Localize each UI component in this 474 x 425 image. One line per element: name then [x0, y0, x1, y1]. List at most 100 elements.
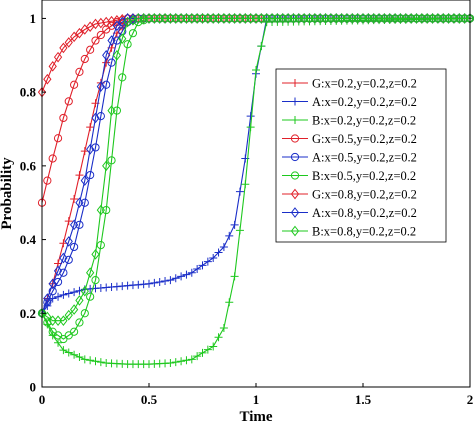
data-point: [70, 80, 79, 89]
data-point: [75, 220, 84, 229]
data-point: [252, 66, 260, 75]
data-point: [91, 248, 100, 260]
data-point: [278, 13, 287, 24]
data-point: [176, 13, 186, 24]
data-point: [53, 265, 63, 277]
data-point: [182, 356, 191, 365]
data-point: [385, 13, 394, 24]
data-point: [59, 42, 68, 54]
data-point: [112, 20, 122, 32]
data-point: [289, 13, 298, 24]
data-point: [112, 49, 122, 61]
data-point: [91, 276, 100, 285]
data-point: [91, 357, 100, 366]
data-point: [219, 242, 228, 251]
legend-item: A:x=0.2,y=0.2,z=0.2: [282, 95, 417, 109]
data-point: [48, 278, 57, 290]
data-point: [75, 295, 84, 306]
data-point: [209, 254, 218, 262]
data-point: [59, 346, 68, 355]
data-point: [369, 13, 378, 24]
data-point: [155, 13, 164, 24]
data-point: [107, 156, 116, 165]
legend-label: G:x=0.8,y=0.2,z=0.2: [312, 187, 417, 201]
legend-box: [275, 68, 447, 243]
data-point: [53, 51, 63, 63]
data-point: [187, 268, 196, 277]
data-point: [241, 13, 250, 24]
data-point: [209, 342, 218, 351]
legend-swatch-marker: [290, 188, 300, 200]
data-point: [86, 123, 95, 132]
legend-swatch-marker: [290, 134, 300, 143]
data-point: [75, 197, 84, 209]
data-point: [75, 353, 84, 362]
data-point: [390, 13, 400, 24]
data-point: [235, 187, 244, 196]
y-tick-label: 1: [30, 11, 37, 26]
data-point: [182, 270, 191, 279]
legend-swatch-marker: [290, 225, 300, 237]
data-point: [193, 13, 202, 24]
data-point: [246, 13, 255, 24]
data-point: [300, 13, 309, 24]
data-point: [75, 27, 84, 39]
data-point: [64, 97, 73, 106]
data-point: [48, 294, 57, 303]
data-point: [96, 358, 105, 367]
legend-swatch-marker: [291, 97, 299, 106]
data-point: [48, 315, 57, 326]
data-point: [75, 67, 84, 76]
data-point: [53, 134, 63, 143]
data-point: [171, 13, 180, 24]
data-point: [257, 13, 266, 24]
y-tick-label: 0.8: [20, 85, 37, 100]
data-point: [230, 13, 239, 24]
data-point: [43, 293, 52, 304]
data-point: [171, 358, 180, 367]
data-point: [342, 13, 352, 24]
data-point: [246, 123, 255, 132]
data-point: [337, 13, 346, 24]
legend-item: B:x=0.8,y=0.2,z=0.2: [282, 224, 416, 238]
data-point: [86, 45, 95, 54]
data-point: [64, 236, 73, 247]
data-point: [150, 278, 159, 287]
data-point: [262, 13, 271, 24]
y-tick-label: 0.2: [20, 306, 36, 321]
x-axis-title: Time: [239, 409, 272, 425]
legend-item: B:x=0.2,y=0.2,z=0.2: [282, 113, 416, 127]
legend-swatch-marker: [290, 152, 300, 162]
data-point: [107, 58, 116, 67]
data-point: [193, 352, 202, 361]
data-point: [69, 31, 79, 43]
data-point: [230, 272, 239, 281]
data-point: [177, 272, 186, 281]
data-point: [155, 277, 164, 286]
data-point: [64, 289, 73, 298]
data-point: [235, 226, 244, 235]
legend-label: A:x=0.8,y=0.2,z=0.2: [312, 206, 417, 220]
data-point: [230, 220, 239, 229]
data-point: [235, 13, 245, 24]
y-tick-label: 0: [30, 380, 37, 395]
data-point: [86, 267, 95, 279]
data-point: [203, 345, 212, 354]
data-point: [86, 170, 95, 180]
data-point: [64, 348, 73, 357]
data-point: [198, 348, 207, 357]
legend-label: B:x=0.2,y=0.2,z=0.2: [312, 113, 416, 127]
data-point: [107, 105, 116, 116]
data-point: [455, 13, 464, 24]
data-point: [139, 13, 148, 24]
data-point: [316, 13, 325, 24]
data-point: [96, 204, 105, 216]
data-point: [64, 37, 73, 48]
legend-label: G:x=0.5,y=0.2,z=0.2: [312, 132, 417, 146]
data-point: [54, 292, 63, 301]
data-point: [193, 265, 202, 274]
data-point: [166, 276, 175, 285]
data-point: [294, 13, 303, 24]
data-point: [251, 13, 261, 24]
legend-swatch-marker: [290, 207, 300, 218]
